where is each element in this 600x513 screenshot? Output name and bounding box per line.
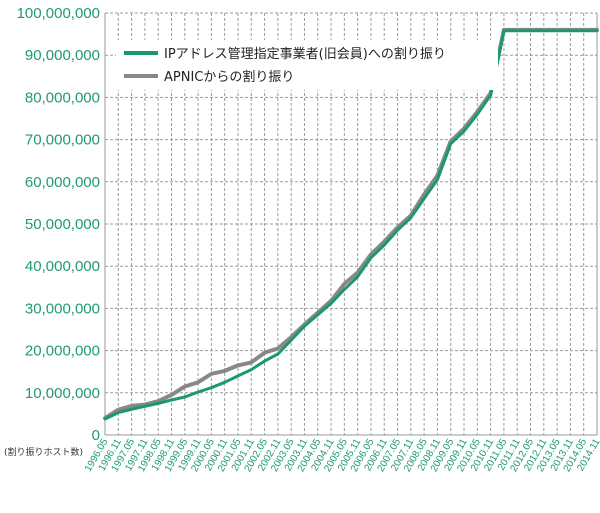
y-axis-tick-labels: 0 10,000,000 20,000,000 30,000,000 40,000,00… <box>17 5 100 444</box>
y-tick-label-2: 20,000,000 <box>25 343 100 360</box>
y-tick-label-1: 10,000,000 <box>25 385 100 402</box>
x-axis-tick-labels: 1996.051996.111997.051997.111998.051998.… <box>83 437 600 474</box>
y-tick-label-8: 80,000,000 <box>25 89 100 106</box>
y-tick-label-0: 0 <box>92 427 100 444</box>
y-tick-label-6: 60,000,000 <box>25 174 100 191</box>
legend-label-1: APNICからの割り振り <box>164 69 294 85</box>
y-tick-label-4: 40,000,000 <box>25 258 100 275</box>
legend-label-0: IPアドレス管理指定事業者(旧会員)への割り振り <box>164 46 446 62</box>
series-lines <box>103 27 599 421</box>
y-tick-label-5: 50,000,000 <box>25 216 100 233</box>
y-tick-label-9: 90,000,000 <box>25 47 100 64</box>
y-tick-label-7: 70,000,000 <box>25 132 100 149</box>
unit-label: (割り振りホスト数) <box>4 446 83 458</box>
grid-lines <box>104 12 598 436</box>
y-tick-label-10: 100,000,000 <box>17 5 100 22</box>
legend-box <box>116 40 498 90</box>
series-line-0 <box>103 29 599 421</box>
y-tick-label-3: 30,000,000 <box>25 300 100 317</box>
legend: IPアドレス管理指定事業者(旧会員)への割り振り APNICからの割り振り <box>116 40 498 90</box>
